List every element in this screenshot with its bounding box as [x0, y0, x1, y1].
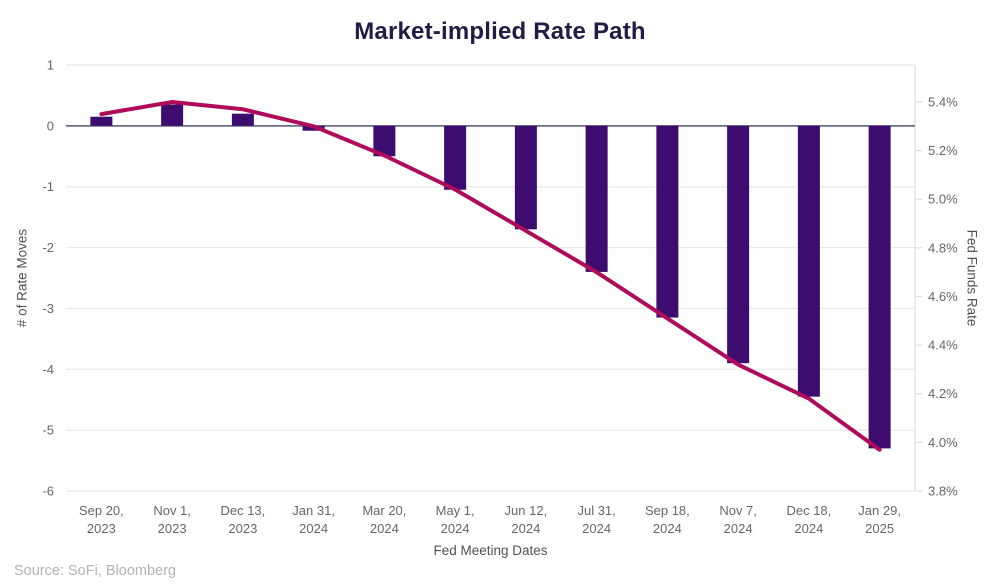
- x-tick-label: May 1, 2024: [436, 503, 475, 536]
- x-tick-label: Sep 18, 2024: [645, 503, 690, 536]
- rate-moves-bar: [656, 125, 679, 318]
- y-axis-right-title: Fed Funds Rate: [964, 229, 980, 327]
- x-tick-label: Dec 13, 2023: [220, 503, 265, 536]
- y-right-tick-label: 5.2%: [928, 143, 958, 158]
- rate-moves-bar: [444, 125, 467, 190]
- x-tick-label: Jan 29, 2025: [858, 503, 901, 536]
- rate-moves-bar: [727, 125, 750, 364]
- y-left-tick-label: -1: [42, 179, 54, 194]
- x-tick-label: Jun 12, 2024: [505, 503, 548, 536]
- y-left-tick-label: -5: [42, 423, 54, 438]
- y-right-tick-label: 4.6%: [928, 289, 958, 304]
- x-tick-label: Jan 31, 2024: [292, 503, 335, 536]
- y-right-tick-label: 4.2%: [928, 386, 958, 401]
- y-right-tick-label: 4.8%: [928, 240, 958, 255]
- y-axis-left-title: # of Rate Moves: [14, 228, 30, 328]
- x-tick-label: Mar 20, 2024: [362, 503, 406, 536]
- rate-moves-bar: [231, 113, 254, 126]
- y-left-tick-label: -6: [42, 484, 54, 499]
- y-right-tick-label: 4.4%: [928, 338, 958, 353]
- y-left-tick-label: -2: [42, 240, 54, 255]
- chart-title: Market-implied Rate Path: [354, 18, 646, 45]
- x-tick-label: Nov 1, 2023: [153, 503, 191, 536]
- rate-moves-bar: [90, 116, 113, 126]
- x-tick-label: Nov 7, 2024: [719, 503, 757, 536]
- y-left-tick-label: 1: [47, 58, 54, 73]
- y-right-tick-label: 4.0%: [928, 435, 958, 450]
- x-tick-label: Jul 31, 2024: [577, 503, 615, 536]
- y-right-tick-label: 5.4%: [928, 94, 958, 109]
- y-right-tick-label: 3.8%: [928, 484, 958, 499]
- fed-funds-rate-line: [99, 100, 882, 452]
- x-tick-label: Dec 18, 2024: [786, 503, 831, 536]
- x-axis-title: Fed Meeting Dates: [433, 543, 548, 558]
- y-left-tick-label: 0: [47, 118, 54, 133]
- y-right-tick-label: 5.0%: [928, 192, 958, 207]
- rate-moves-bar: [514, 125, 537, 230]
- source-note: Source: SoFi, Bloomberg: [14, 563, 176, 579]
- x-tick-label: Sep 20, 2023: [79, 503, 124, 536]
- y-left-tick-label: -4: [42, 362, 54, 377]
- rate-moves-bar: [797, 125, 820, 397]
- y-left-tick-label: -3: [42, 301, 54, 316]
- rate-moves-bar: [161, 104, 184, 126]
- rate-moves-bar: [585, 125, 608, 272]
- rate-moves-bar: [868, 125, 891, 449]
- rate-moves-bar: [373, 125, 396, 157]
